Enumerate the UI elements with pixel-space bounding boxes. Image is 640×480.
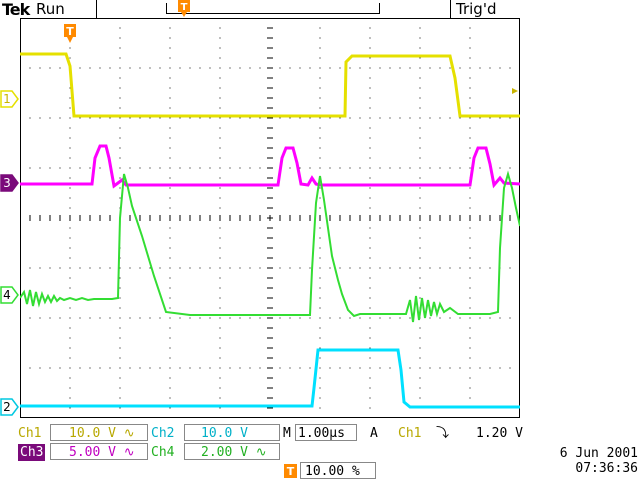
trigger-position-icon: T: [178, 0, 190, 17]
graticule-grid: [20, 18, 520, 418]
ch4-scale[interactable]: 2.00 V ∿: [184, 443, 280, 460]
oscilloscope-display: [20, 18, 520, 418]
ch2-scale[interactable]: 10.0 V: [184, 424, 280, 441]
trigger-time-marker-label: T: [66, 25, 74, 38]
ch1-marker-label: 1: [3, 92, 11, 106]
trigger-position-marker-icon: T: [284, 464, 297, 478]
brand-logo: Tek: [2, 0, 30, 19]
ch3-scale-value: 5.00 V: [69, 445, 116, 460]
trigger-slope-icon: ⤵: [436, 426, 450, 441]
ch4-label[interactable]: Ch4: [151, 445, 175, 460]
trigger-state: Trig'd: [456, 0, 497, 18]
waveform-traces: [20, 52, 520, 409]
ch3-ground-marker[interactable]: 3: [0, 174, 20, 192]
ch4-scale-value: 2.00 V: [201, 445, 248, 460]
measurement-readout: Ch1 10.0 V ∿ Ch2 10.0 V M 1.00µs A Ch1 ⤵…: [18, 424, 638, 480]
ch3-coupling-icon: ∿: [123, 445, 135, 460]
trigger-level-marker: [512, 88, 518, 94]
record-window-indicator: [166, 3, 380, 14]
trigger-time-marker-icon: T: [64, 24, 76, 43]
separator: [450, 0, 451, 18]
ch1-ground-marker[interactable]: 1: [0, 90, 20, 108]
timebase-value[interactable]: 1.00µs: [295, 424, 357, 441]
ch3-marker-label: 3: [3, 176, 11, 190]
ch1-label[interactable]: Ch1: [18, 426, 42, 441]
ch1-scale-value: 10.0 V: [69, 426, 116, 441]
separator: [96, 0, 97, 18]
ch4-coupling-icon: ∿: [255, 445, 267, 460]
ch3-label[interactable]: Ch3: [18, 444, 46, 461]
ch1-waveform: [20, 52, 520, 118]
ch1-scale[interactable]: 10.0 V ∿: [50, 424, 148, 441]
run-state: Run: [36, 0, 65, 18]
trigger-level[interactable]: 1.20 V: [476, 426, 523, 441]
ch4-marker-label: 4: [3, 288, 11, 302]
ch2-marker-label: 2: [3, 400, 11, 414]
time: 07:36:36: [575, 461, 638, 476]
ch2-label[interactable]: Ch2: [151, 426, 175, 441]
date: 6 Jun 2001: [559, 446, 638, 461]
date-time: 6 Jun 2001 07:36:36: [546, 446, 638, 476]
ch3-scale[interactable]: 5.00 V ∿: [50, 443, 148, 460]
ch2-waveform: [20, 348, 520, 409]
status-bar: Tek Run T Trig'd: [0, 0, 640, 19]
trigger-source[interactable]: Ch1: [398, 426, 422, 441]
trigger-position-marker-label: T: [287, 465, 295, 478]
ch3-waveform: [20, 144, 520, 189]
acquisition-mode: A: [370, 426, 378, 441]
ch4-waveform: [20, 170, 520, 323]
ch4-ground-marker[interactable]: 4: [0, 286, 20, 304]
ch1-coupling-icon: ∿: [123, 426, 135, 441]
ch2-ground-marker[interactable]: 2: [0, 398, 20, 416]
trigger-position[interactable]: 10.00 %: [300, 462, 376, 479]
timebase-label: M: [283, 426, 291, 441]
trigger-position-icon-label: T: [181, 2, 188, 13]
